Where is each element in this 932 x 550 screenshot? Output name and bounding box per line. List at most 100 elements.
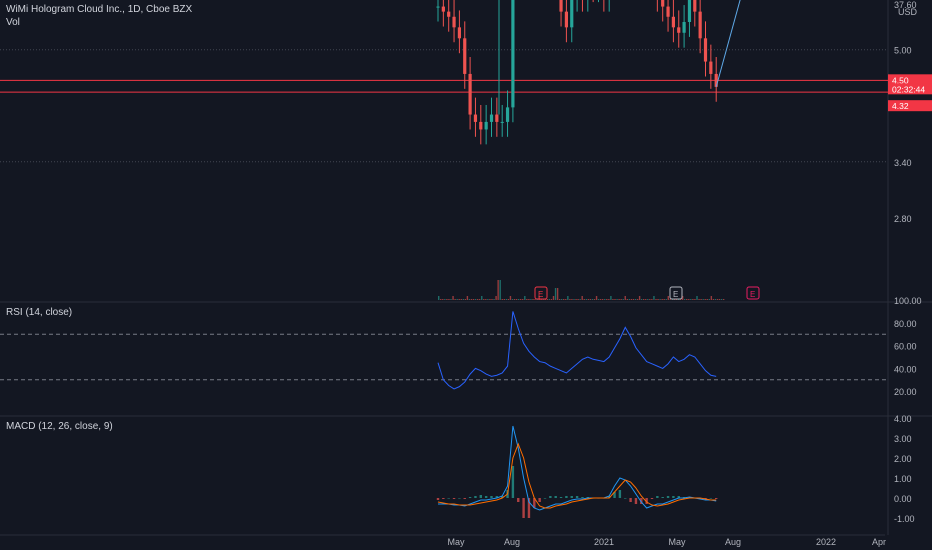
volume-bar xyxy=(571,299,573,300)
volume-bar xyxy=(567,296,569,300)
candle-body xyxy=(511,0,515,108)
volume-bar xyxy=(706,299,708,300)
volume-label: Vol xyxy=(6,17,20,28)
volume-bar xyxy=(626,299,628,300)
projection-line xyxy=(715,0,741,87)
volume-bar xyxy=(606,299,608,300)
candle-body xyxy=(666,6,670,17)
price-tag-label: 4.50 xyxy=(892,75,909,85)
rsi-tick-label: 60.00 xyxy=(894,342,917,352)
candle-body xyxy=(570,0,574,28)
volume-bar xyxy=(686,299,688,300)
volume-bar xyxy=(444,299,446,300)
volume-bar xyxy=(638,296,641,300)
volume-bar xyxy=(450,299,452,300)
volume-bar xyxy=(454,299,456,300)
volume-bar xyxy=(442,299,444,300)
candle-body xyxy=(457,27,461,39)
macd-histogram-bar xyxy=(645,498,648,504)
volume-bar xyxy=(507,299,510,300)
price-tag xyxy=(888,74,932,86)
volume-bar xyxy=(696,296,698,300)
price-tick-label: 2.80 xyxy=(894,214,912,224)
macd-histogram-bar xyxy=(677,496,680,498)
macd-tick-label: 1.00 xyxy=(894,474,912,484)
volume-bar xyxy=(622,299,624,300)
candle-body xyxy=(703,38,708,62)
volume-bar xyxy=(532,299,534,300)
volume-bar xyxy=(581,296,583,300)
macd-line xyxy=(438,425,717,511)
macd-histogram-bar xyxy=(613,492,616,498)
macd-histogram-bar xyxy=(709,498,713,499)
volume-bar xyxy=(538,296,540,300)
volume-bar xyxy=(665,299,667,300)
volume-bar xyxy=(704,299,706,300)
macd-histogram-bar xyxy=(484,496,488,498)
macd-histogram-bar xyxy=(538,498,541,502)
macd-tick-label: -1.00 xyxy=(894,514,915,524)
volume-bar xyxy=(583,299,585,300)
volume-bar xyxy=(440,299,442,300)
rsi-label: RSI (14, close) xyxy=(6,307,73,318)
volume-bar xyxy=(694,299,696,300)
volume-bar xyxy=(628,299,631,300)
volume-bar xyxy=(460,299,462,300)
candle-body xyxy=(698,11,702,39)
macd-histogram-bar xyxy=(517,498,520,502)
volume-bar xyxy=(661,299,663,300)
macd-histogram-bar xyxy=(463,498,466,499)
volume-bar xyxy=(448,299,450,300)
volume-bar xyxy=(470,299,473,300)
signal-line xyxy=(437,442,717,509)
rsi-tick-label: 40.00 xyxy=(894,364,917,374)
volume-bar xyxy=(561,299,563,300)
rsi-tick-label: 20.00 xyxy=(894,387,917,397)
time-tick-label: Aug xyxy=(504,537,520,547)
candle-body xyxy=(661,0,665,7)
price-tag-label: 4.32 xyxy=(892,101,909,111)
volume-bar xyxy=(522,299,524,300)
price-tick-label: 5.00 xyxy=(894,46,912,56)
volume-bar xyxy=(636,299,639,300)
volume-bar xyxy=(479,299,481,300)
volume-bar xyxy=(614,299,616,300)
macd-histogram-bar xyxy=(570,496,573,498)
macd-histogram-bar xyxy=(549,496,552,498)
volume-bar xyxy=(565,299,567,300)
volume-bar xyxy=(647,299,649,300)
volume-bar xyxy=(487,299,489,300)
volume-bar xyxy=(563,299,565,300)
volume-bar xyxy=(649,299,651,300)
volume-bar xyxy=(474,299,477,300)
volume-bar xyxy=(591,299,594,300)
volume-bar xyxy=(468,299,471,300)
volume-bar xyxy=(655,299,657,300)
candle-body xyxy=(671,16,675,28)
candle-body xyxy=(479,121,483,130)
volume-bar xyxy=(722,299,725,300)
volume-bar xyxy=(552,296,555,300)
macd-histogram-bar xyxy=(447,498,450,499)
price-tick-label: 37.60 xyxy=(894,0,917,10)
volume-bar xyxy=(716,299,719,300)
macd-tick-label: 2.00 xyxy=(894,454,912,464)
volume-bar xyxy=(653,296,655,300)
rsi-tick-label: 100.00 xyxy=(894,296,922,306)
macd-tick-label: 0.00 xyxy=(894,494,912,504)
volume-bar xyxy=(710,296,713,300)
volume-bar xyxy=(495,296,497,300)
volume-bar xyxy=(491,299,493,300)
candle-body xyxy=(559,0,563,12)
macd-histogram-bar xyxy=(634,498,638,504)
volume-bar xyxy=(630,299,633,300)
candle-body xyxy=(687,0,692,23)
earnings-marker xyxy=(669,286,683,300)
volume-bar xyxy=(602,299,604,300)
candle-body xyxy=(436,6,440,8)
macd-histogram-bar xyxy=(495,496,499,498)
volume-bar xyxy=(501,299,503,300)
candle-body xyxy=(489,114,494,122)
volume-bar xyxy=(554,288,557,300)
